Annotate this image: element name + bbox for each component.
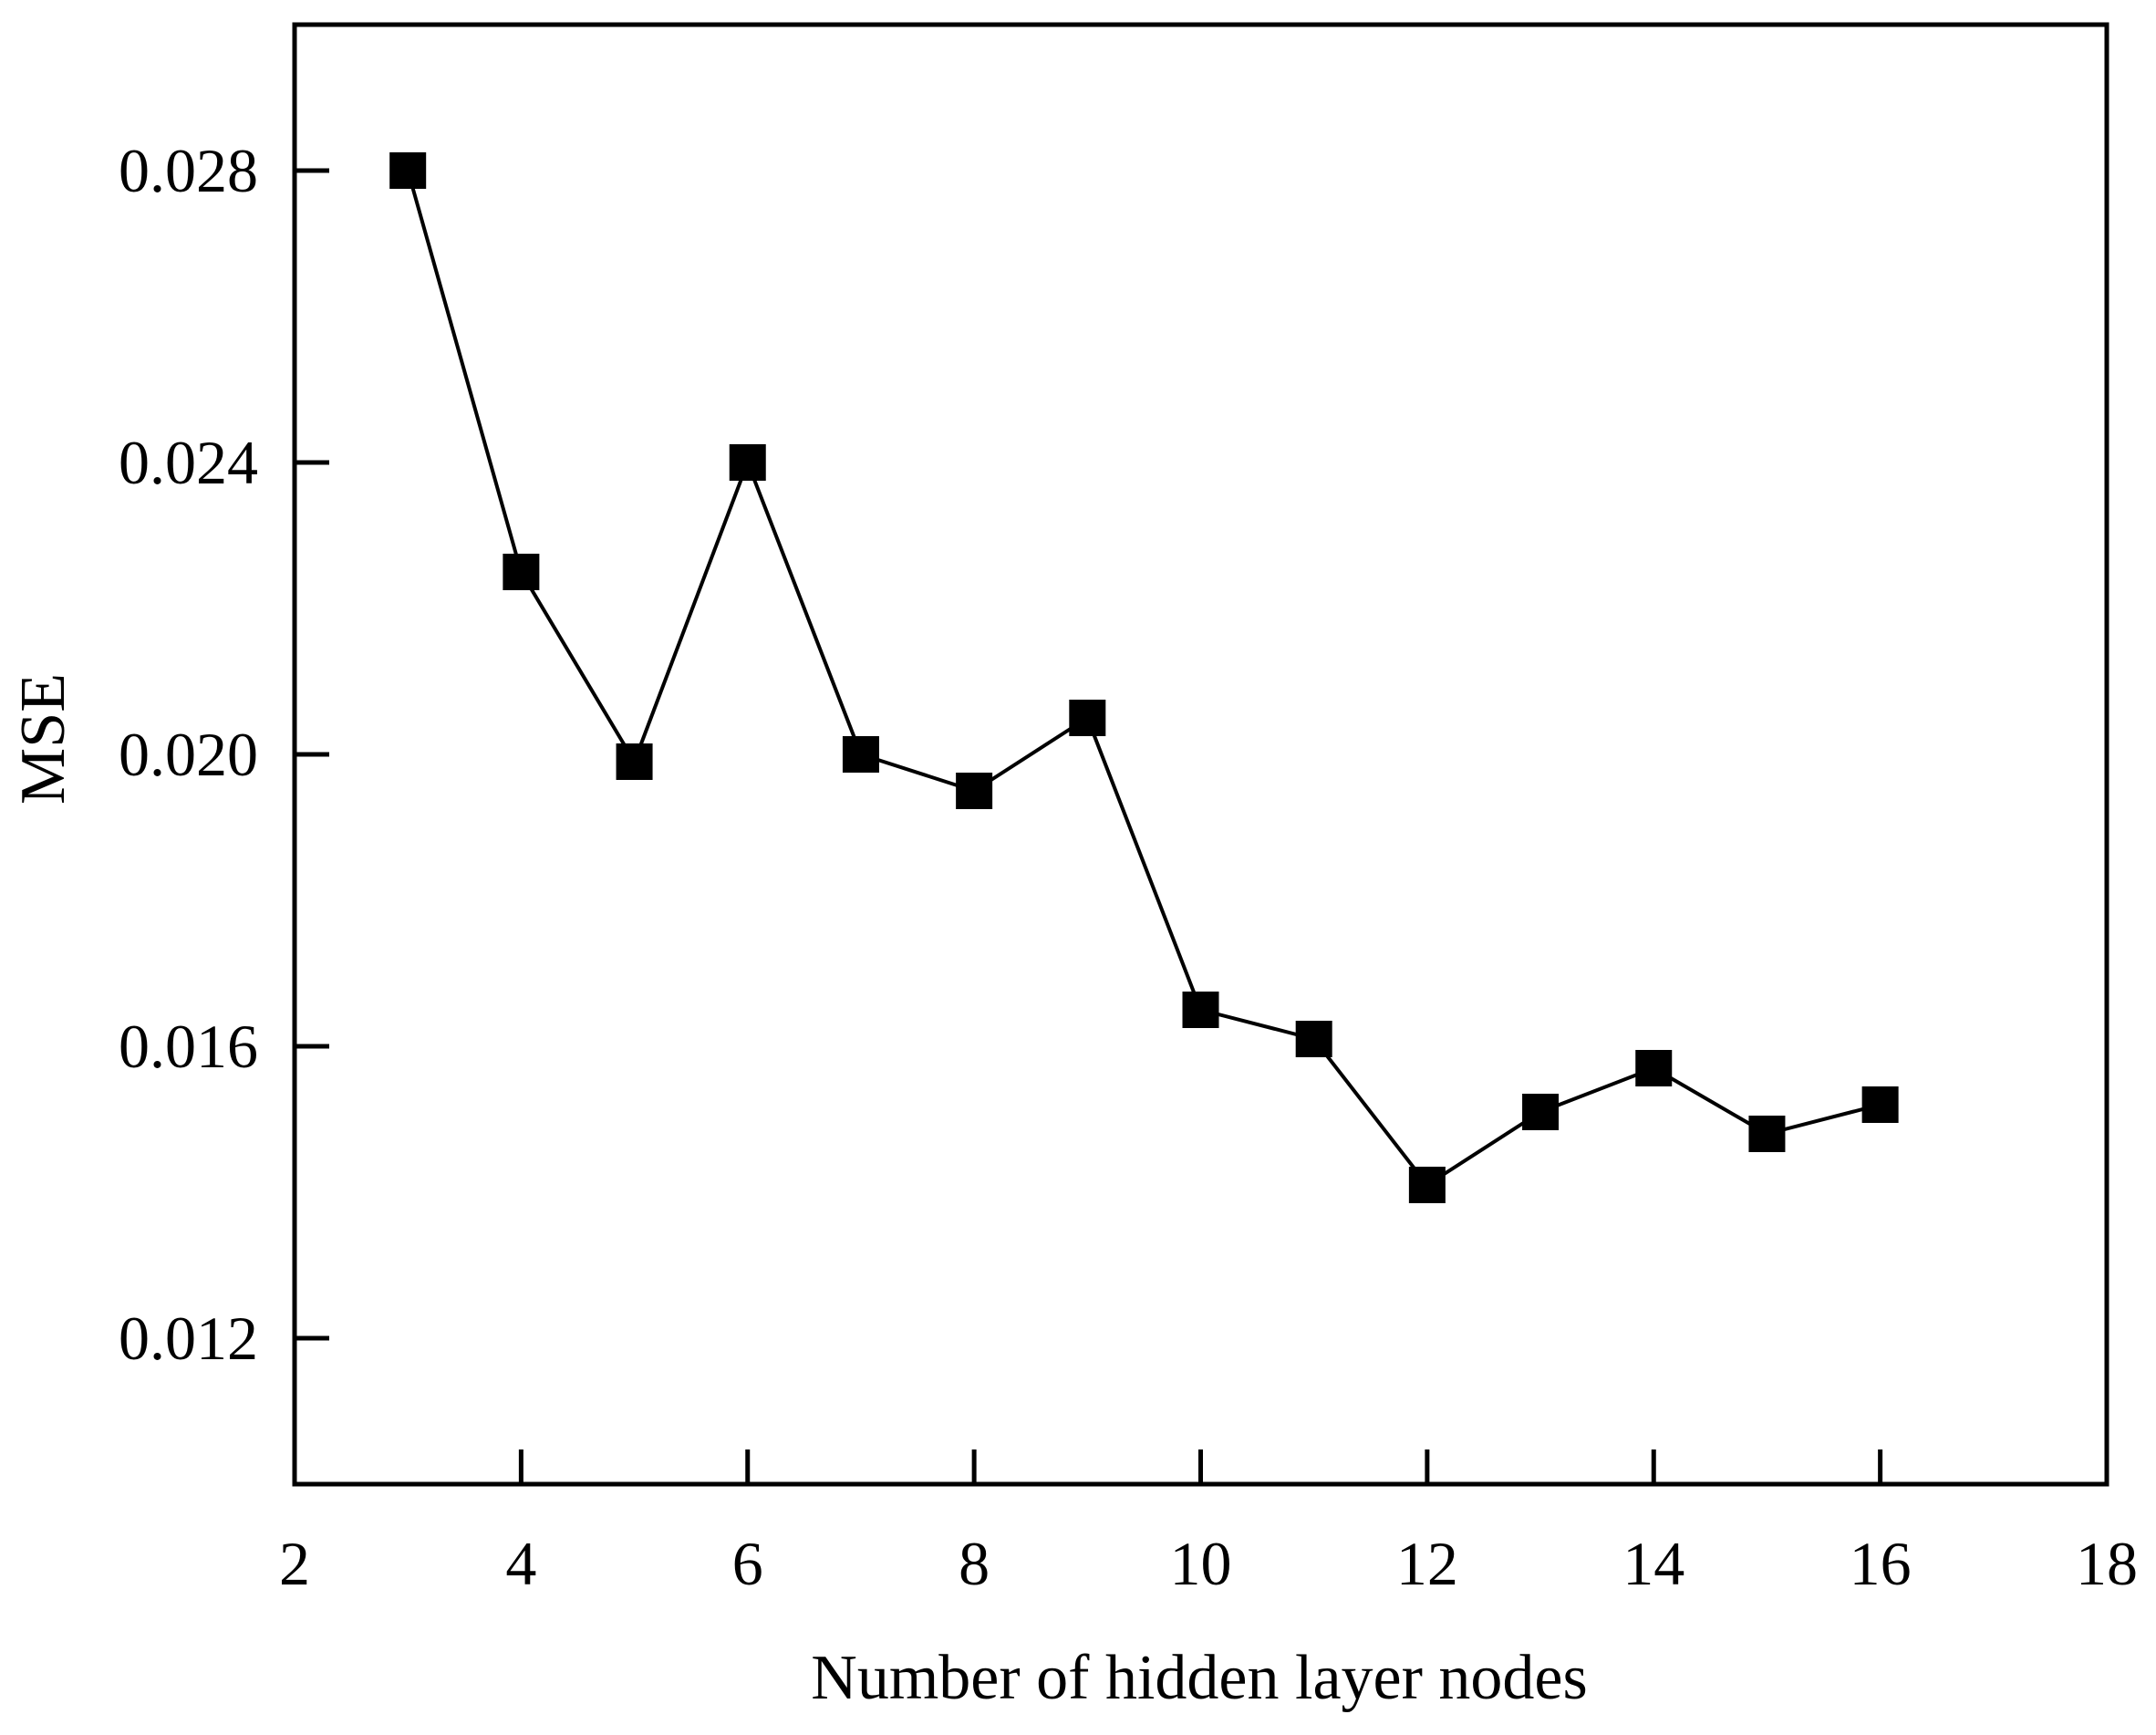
series-line-segment [745,462,863,755]
x-tick-label: 10 [1170,1529,1232,1598]
data-point-marker [729,444,766,481]
series-line-segment [1425,1110,1542,1187]
y-axis: 0.012 0.016 0.020 0.024 0.028 [119,136,329,1373]
series-line-segment [1085,717,1203,1011]
y-tick-label: 0.028 [119,136,258,205]
data-point-marker [842,736,879,773]
x-tick-label: 6 [732,1529,763,1598]
series-line-segment [632,462,750,763]
x-tick-label: 8 [959,1529,990,1598]
data-point-marker [1861,1086,1899,1123]
data-point-marker [1295,1021,1332,1057]
y-tick-label: 0.020 [119,720,258,789]
data-point-marker [1069,700,1106,736]
series-line-segment [1653,1066,1768,1136]
series-line-segment [519,570,637,764]
series-line-segment [1539,1066,1654,1114]
x-tick-label: 4 [505,1529,536,1598]
x-tick-label: 16 [1850,1529,1912,1598]
x-axis-label: Number of hidden layer nodes [811,1643,1587,1713]
x-tick-label: 18 [2076,1529,2138,1598]
data-point-marker [1182,992,1219,1028]
y-axis-label: MSE [8,673,78,805]
series-lines [406,170,1881,1187]
data-point-marker [1522,1094,1560,1130]
data-point-marker [956,773,993,809]
series-markers [389,152,1899,1203]
x-tick-label: 2 [279,1529,310,1598]
y-tick-label: 0.016 [119,1012,258,1081]
x-tick-label: 12 [1396,1529,1458,1598]
data-point-marker [616,743,653,780]
y-tick-label: 0.012 [119,1304,258,1373]
data-point-marker [1408,1167,1446,1203]
x-axis: 2 4 6 8 10 12 14 16 18 [279,1449,2138,1598]
data-point-marker [1748,1116,1786,1152]
data-point-marker [1635,1050,1673,1086]
series-line-segment [1312,1037,1429,1187]
series-line-segment [973,716,1089,793]
data-point-marker [389,152,427,189]
series-line-segment [1200,1008,1315,1041]
series-line-segment [860,753,975,793]
y-tick-label: 0.024 [119,428,258,497]
series-line-segment [1766,1103,1881,1136]
data-point-marker [503,554,540,590]
x-tick-label: 14 [1622,1529,1684,1598]
series-line-segment [406,170,523,573]
